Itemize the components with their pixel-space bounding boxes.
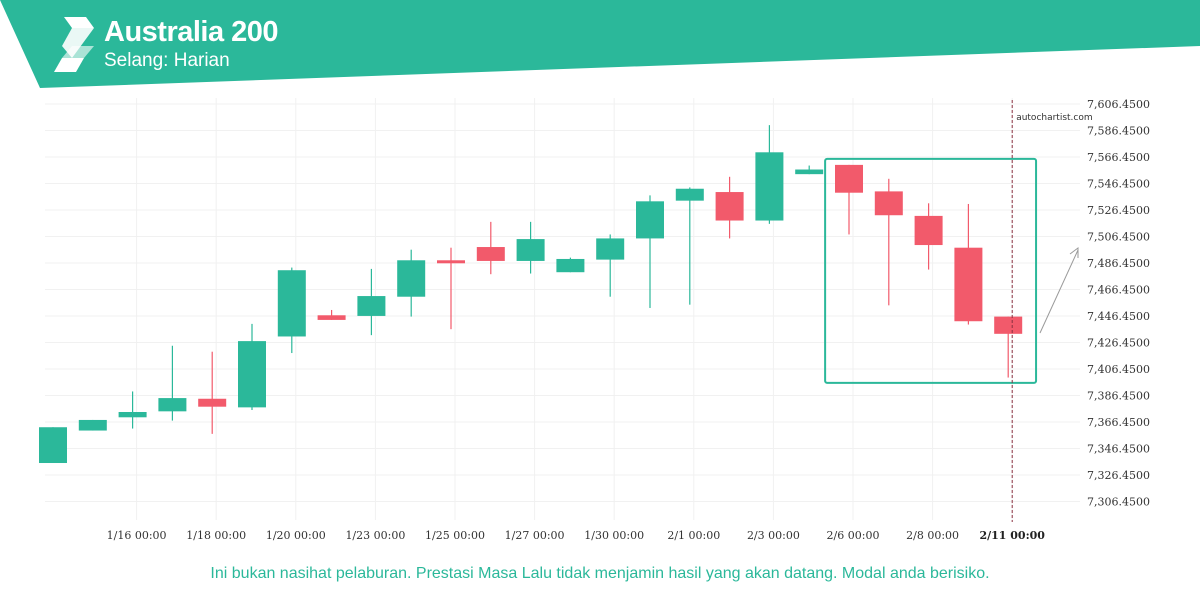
candle [357, 268, 386, 336]
x-tick-label: 2/11 00:00 [979, 529, 1045, 542]
candle [277, 267, 306, 354]
candle [437, 247, 465, 330]
x-tick-label: 1/20 00:00 [266, 529, 326, 542]
candle-body [198, 398, 227, 407]
chart-overlay: autochartist.com [824, 100, 1093, 522]
y-tick-label: 7,586.4500 [1087, 125, 1150, 138]
candle-body [516, 239, 545, 261]
page-title: Australia 200 [104, 16, 279, 48]
candle [238, 323, 266, 411]
x-tick-label: 1/27 00:00 [505, 529, 565, 542]
candle-body [835, 164, 863, 193]
candle [39, 427, 67, 464]
candle [516, 221, 545, 274]
candle [78, 419, 107, 431]
candle-body [277, 270, 306, 337]
x-axis: 1/16 00:00 1/18 00:00 1/20 00:00 1/23 00:00… [107, 529, 1046, 542]
watermark-label: autochartist.com [1016, 113, 1092, 123]
candle-body [476, 247, 505, 261]
candle [675, 187, 704, 305]
x-tick-label: 1/18 00:00 [186, 529, 246, 542]
y-tick-label: 7,326.4500 [1087, 469, 1150, 482]
header-background [0, 0, 1200, 88]
candle [755, 125, 784, 224]
y-tick-label: 7,526.4500 [1087, 204, 1150, 217]
candle [596, 234, 625, 297]
candle [994, 316, 1023, 378]
candle-body [39, 427, 67, 464]
candle [715, 176, 744, 239]
candle-body [357, 296, 386, 316]
candle-body [556, 258, 585, 273]
candle [874, 178, 903, 306]
projection-arrow-head [1069, 247, 1079, 258]
candle-body [158, 398, 187, 412]
y-tick-label: 7,466.4500 [1087, 284, 1150, 297]
candle [556, 257, 585, 273]
y-tick-label: 7,506.4500 [1087, 231, 1150, 244]
candle-body [755, 152, 784, 221]
y-tick-label: 7,406.4500 [1087, 363, 1150, 376]
y-tick-label: 7,346.4500 [1087, 443, 1150, 456]
projection-arrow [1039, 249, 1079, 334]
x-tick-label: 1/23 00:00 [345, 529, 405, 542]
x-tick-label: 2/1 00:00 [667, 529, 720, 542]
candle-body [914, 215, 943, 246]
y-tick-label: 7,426.4500 [1087, 337, 1150, 350]
x-tick-label: 2/6 00:00 [827, 529, 880, 542]
candle-body [675, 188, 704, 201]
candle [158, 345, 187, 421]
candle [914, 203, 943, 270]
header-banner [0, 0, 1200, 88]
candle [636, 195, 664, 308]
candle [954, 203, 983, 325]
candle-body [596, 238, 625, 260]
candle [317, 309, 346, 320]
brand-logo-icon [54, 17, 94, 72]
y-tick-label: 7,546.4500 [1087, 178, 1150, 191]
candle-series [39, 125, 1023, 464]
candle-body [397, 260, 426, 297]
pattern-box [824, 157, 1038, 384]
y-tick-label: 7,446.4500 [1087, 310, 1150, 323]
candle-body [317, 315, 346, 320]
x-tick-label: 2/3 00:00 [747, 529, 800, 542]
candle-body [636, 201, 664, 239]
candlestick-chart: autochartist.com 7,606.4500 7,586.4500 7,5… [39, 98, 1150, 542]
chart-grid [45, 98, 1080, 520]
x-tick-label: 1/25 00:00 [425, 529, 485, 542]
candle-body [238, 341, 266, 408]
candle-body [994, 316, 1023, 334]
x-tick-label: 2/8 00:00 [906, 529, 959, 542]
candle [198, 351, 227, 434]
candle [835, 164, 863, 235]
y-tick-label: 7,386.4500 [1087, 390, 1150, 403]
x-tick-label: 1/16 00:00 [107, 529, 167, 542]
candle [397, 249, 426, 317]
candle [795, 165, 824, 175]
y-tick-label: 7,606.4500 [1087, 98, 1150, 111]
y-tick-label: 7,306.4500 [1087, 496, 1150, 509]
y-tick-label: 7,486.4500 [1087, 257, 1150, 270]
candle-body [118, 411, 147, 418]
x-tick-label: 1/30 00:00 [584, 529, 644, 542]
risk-disclaimer: Ini bukan nasihat pelaburan. Prestasi Ma… [210, 565, 990, 582]
y-tick-label: 7,566.4500 [1087, 151, 1150, 164]
candle-body [954, 247, 983, 322]
candle [476, 221, 505, 275]
y-tick-label: 7,366.4500 [1087, 416, 1150, 429]
candle-body [874, 191, 903, 216]
timeframe-label: Selang: Harian [104, 50, 230, 71]
y-axis: 7,606.4500 7,586.4500 7,566.4500 7,546.4500… [1087, 98, 1150, 509]
candle-body [437, 260, 465, 264]
candle-body [78, 419, 107, 431]
candle [118, 391, 147, 429]
candle-body [715, 192, 744, 221]
candle-body [795, 169, 824, 175]
